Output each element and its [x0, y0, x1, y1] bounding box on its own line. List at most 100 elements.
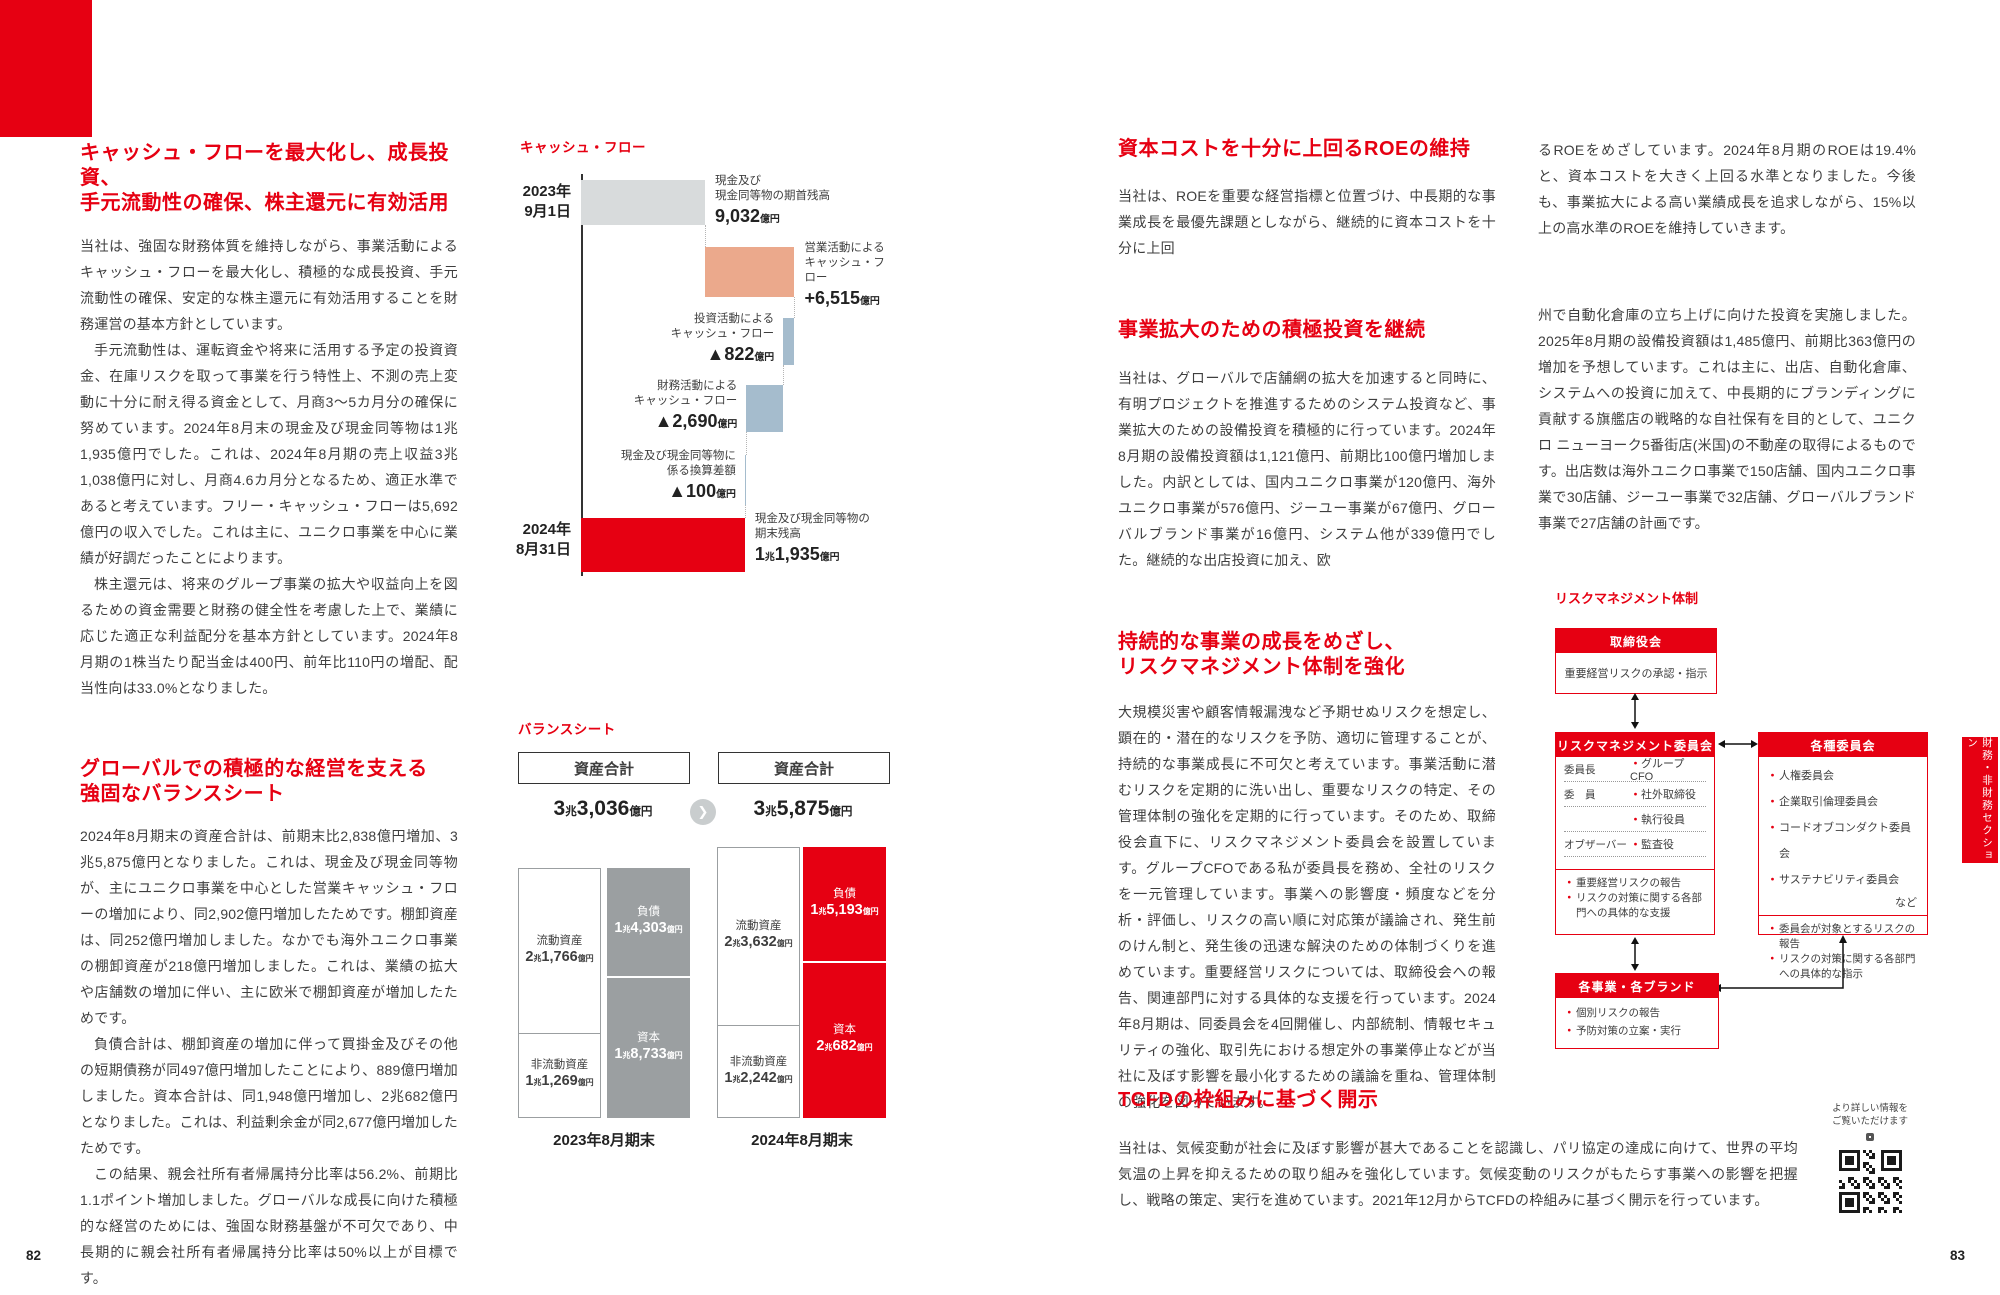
side-tab-label: 財務・非財務セクション: [1966, 737, 1993, 862]
committee-item: サステナビリティ委員会: [1767, 867, 1919, 893]
cashflow-item-label: 現金及び現金同等物に 係る換算差額 ▲100億円: [621, 449, 736, 507]
role-row: 委員長 グループCFO: [1564, 755, 1706, 783]
balance-capital-cell: 負債 1兆4,303億円: [607, 868, 690, 977]
committee-duties: 委員会が対象とするリスクの報告 リスクの対策に関する各部門への具体的な指示: [1759, 915, 1927, 986]
role-row: 執行役員: [1564, 807, 1706, 832]
cell-value: 1兆2,242億円: [724, 1069, 793, 1086]
cashflow-item-value: 9,032億円: [715, 206, 780, 226]
cashflow-item-name: 現金及び現金同等物の 期末残高: [754, 513, 870, 540]
bullet: 委員会が対象とするリスクの報告: [1767, 922, 1919, 952]
paragraph: るROEをめざしています。2024年8月期のROEは19.4%と、資本コストを大…: [1538, 142, 1916, 236]
section-body-roe: 当社は、ROEを重要な経営指標と位置づけ、中長期的な事業成長を最優先課題としなが…: [1118, 183, 1496, 261]
box-title: 各事業・各ブランド: [1556, 974, 1718, 998]
role-member: 監査役: [1630, 836, 1706, 852]
balance-assets-cell: 流動資産 2兆3,632億円: [717, 846, 800, 1026]
business-duties: 個別リスクの報告 予防対策の立案・実行: [1556, 998, 1718, 1048]
section-heading-invest: 事業拡大のための積極投資を継続: [1118, 319, 1426, 341]
balance-sheet-chart: バランスシート 資産合計 資産合計 3兆3,036億円 3兆5,875億円 ❯ …: [518, 715, 908, 1165]
assets-total-2024: 3兆5,875億円: [753, 797, 853, 820]
committee-list-note: など: [1895, 897, 1917, 909]
qr-code: [1838, 1150, 1902, 1213]
section-heading-tcfd: TCFDの枠組みに基づく開示: [1118, 1089, 1379, 1111]
cell-name: 流動資産: [735, 920, 782, 933]
chart-connector-line: [746, 432, 748, 455]
section-heading-roe: 資本コストを十分に上回るROEの維持: [1118, 138, 1471, 160]
cashflow-item-name: 財務活動による キャッシュ・フロー: [633, 380, 738, 407]
cell-name: 非流動資産: [729, 1055, 788, 1068]
diagram-title: リスクマネジメント体制: [1555, 591, 1699, 606]
role-label: 委員長: [1564, 763, 1596, 776]
role-row: オブザーバー 監査役: [1564, 832, 1706, 857]
balance-assets-cell: 流動資産 2兆1,766億円: [518, 868, 601, 1033]
cashflow-item-value: ▲2,690億円: [654, 411, 738, 431]
paragraph: 手元流動性は、運転資金や将来に活用する予定の投資資金、在庫リスクを取って事業を行…: [80, 342, 458, 566]
box-title: 取締役会: [1556, 629, 1716, 653]
corner-tab: [0, 0, 92, 137]
cashflow-item-name: 現金及び 現金同等物の期首残高: [715, 175, 830, 202]
role-label: オブザーバー: [1564, 838, 1627, 851]
bullet: 重要経営リスクの報告: [1564, 876, 1706, 891]
cashflow-item-value: 1兆1,935億円: [754, 544, 840, 564]
period-label-2023: 2023年8月期末: [553, 1132, 655, 1149]
role-member: 執行役員: [1630, 811, 1706, 827]
chart-connector-line: [705, 225, 706, 247]
bullet: リスクの対策に関する各部門への具体的な指示: [1767, 952, 1919, 982]
paragraph: 大規模災害や顧客情報漏洩など予期せぬリスクを想定し、顕在的・潜在的なリスクを予防…: [1118, 704, 1496, 1110]
chart-connector-line: [744, 505, 746, 518]
cashflow-item-name: 営業活動による キャッシュ・フロー: [804, 242, 885, 284]
committee-roles: 委員長 グループCFO 委 員 社外取締役 執行役員 オブザーバー 監査役: [1556, 757, 1714, 857]
various-committees-box: 各種委員会 人権委員会 企業取引倫理委員会 コードオブコンダクト委員会 サステナ…: [1758, 732, 1928, 980]
bullet: リスクの対策に関する各部門への具体的な支援: [1564, 891, 1706, 921]
box-title: 各種委員会: [1759, 733, 1927, 757]
cell-name: 資本: [833, 1024, 856, 1037]
balance-assets-cell: 非流動資産 1兆2,242億円: [717, 1025, 800, 1118]
cashflow-item-label: 営業活動による キャッシュ・フロー +6,515億円: [804, 241, 895, 314]
paragraph: 2024年8月期末の資産合計は、前期末比2,838億円増加、3兆5,875億円と…: [80, 828, 458, 1026]
paragraph: 当社は、グローバルで店舗網の拡大を加速すると同時に、有明プロジェクトを推進するた…: [1118, 370, 1496, 568]
page83-column1: 資本コストを十分に上回るROEの維持 当社は、ROEを重要な経営指標と位置づけ、…: [1118, 130, 1496, 1115]
cashflow-item-name: 投資活動による キャッシュ・フロー: [670, 313, 775, 340]
chart-axis-label: 2023年 9月1日: [522, 183, 571, 220]
assets-total-header-2023: 資産合計: [518, 752, 690, 784]
cell-value: 1兆8,733億円: [614, 1045, 683, 1062]
section-body-invest-cont: 州で自動化倉庫の立ち上げに向けた投資を実施しました。2025年8月期の設備投資額…: [1538, 302, 1916, 536]
qr-mini-icon: [1866, 1133, 1874, 1141]
cashflow-bar: [581, 180, 705, 225]
cashflow-item-value: ▲100億円: [668, 481, 736, 501]
section-body-tcfd: 当社は、気候変動が社会に及ぼす影響が甚大であることを認識し、パリ協定の達成に向け…: [1118, 1135, 1798, 1213]
arrow-board-rm-icon: [1631, 693, 1639, 729]
section-body-cashflow: 当社は、強固な財務体質を維持しながら、事業活動によるキャッシュ・フローを最大化し…: [80, 233, 458, 701]
balance-capital-cell: 資本 2兆682億円: [803, 962, 886, 1118]
chart-title: キャッシュ・フロー: [520, 140, 646, 155]
section-side-tab: 財務・非財務セクション: [1962, 737, 1998, 863]
chart-title: バランスシート: [518, 722, 616, 737]
board-of-directors-box: 取締役会 重要経営リスクの承認・指示: [1555, 628, 1717, 694]
assets-total-header-2024: 資産合計: [718, 752, 890, 784]
section-body-invest: 当社は、グローバルで店舗網の拡大を加速すると同時に、有明プロジェクトを推進するた…: [1118, 365, 1496, 573]
role-row: 委 員 社外取締役: [1564, 782, 1706, 807]
paragraph: この結果、親会社所有者帰属持分比率は56.2%、前期比1.1ポイント増加しました…: [80, 1166, 458, 1286]
chart-connector-line: [794, 297, 796, 318]
role-label: 委 員: [1564, 788, 1596, 801]
qr-info-block: より詳しい情報を ご覧いただけます: [1826, 1102, 1914, 1218]
role-member: グループCFO: [1630, 755, 1706, 783]
balance-capital-cell: 負債 1兆5,193億円: [803, 846, 886, 962]
cashflow-bar: [581, 518, 745, 572]
cell-name: 資本: [637, 1031, 660, 1044]
businesses-brands-box: 各事業・各ブランド 個別リスクの報告 予防対策の立案・実行: [1555, 973, 1719, 1049]
page-number-left: 82: [26, 1248, 42, 1263]
paragraph: 負債合計は、棚卸資産の増加に伴って買掛金及びその他の短期債務が同497億円増加し…: [80, 1036, 458, 1156]
paragraph: 当社は、強固な財務体質を維持しながら、事業活動によるキャッシュ・フローを最大化し…: [80, 238, 458, 332]
paragraph: 株主還元は、将来のグループ事業の拡大や収益向上を図るための資金需要と財務の健全性…: [80, 576, 458, 696]
cell-name: 負債: [833, 888, 856, 900]
cashflow-bars: 現金及び 現金同等物の期首残高 9,032億円 2023年 9月1日営業活動による …: [455, 130, 895, 590]
arrow-committees-businesses-icon: [1713, 935, 1847, 992]
section-body-roe-cont: るROEをめざしています。2024年8月期のROEは19.4%と、資本コストを大…: [1538, 137, 1916, 241]
page-number-right: 83: [1950, 1248, 1966, 1263]
chevron-right-icon: ❯: [690, 799, 716, 825]
section-tcfd: TCFDの枠組みに基づく開示 当社は、気候変動が社会に及ぼす影響が甚大であること…: [1118, 1088, 1798, 1213]
box-title: リスクマネジメント委員会: [1556, 733, 1714, 757]
arrow-rm-committees-icon: [1718, 740, 1758, 748]
section-heading-risk: 持続的な事業の成長をめざし、 リスクマネジメント体制を強化: [1118, 631, 1405, 678]
